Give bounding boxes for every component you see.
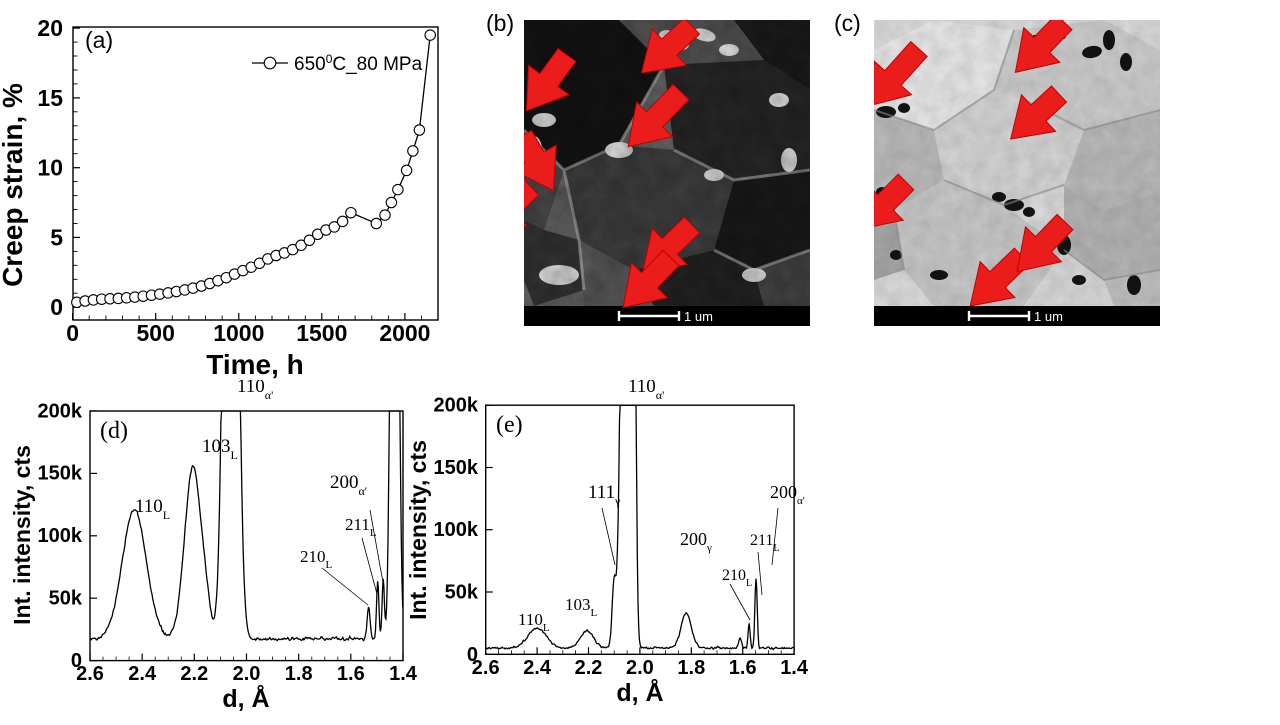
svg-text:10: 10 — [37, 155, 63, 181]
svg-text:1 um: 1 um — [684, 309, 713, 324]
svg-text:50k: 50k — [49, 588, 83, 610]
svg-text:0: 0 — [467, 644, 478, 666]
svg-text:1000: 1000 — [213, 320, 264, 346]
svg-text:0: 0 — [71, 650, 82, 672]
svg-text:111γ: 111γ — [588, 482, 621, 508]
svg-text:2.0: 2.0 — [233, 663, 261, 685]
svg-text:150k: 150k — [38, 463, 83, 485]
svg-text:150k: 150k — [434, 457, 479, 479]
svg-text:50k: 50k — [445, 582, 479, 604]
svg-text:200k: 200k — [38, 400, 83, 422]
svg-text:200k: 200k — [434, 395, 479, 417]
svg-text:1.6: 1.6 — [337, 663, 365, 685]
svg-text:1500: 1500 — [296, 320, 347, 346]
svg-text:2.2: 2.2 — [180, 663, 208, 685]
svg-text:110α': 110α' — [628, 380, 664, 402]
svg-text:d, Å: d, Å — [616, 678, 663, 707]
svg-text:1.8: 1.8 — [285, 663, 313, 685]
svg-text:2000: 2000 — [379, 320, 430, 346]
svg-text:2.0: 2.0 — [626, 657, 654, 679]
svg-text:100k: 100k — [38, 525, 83, 547]
svg-text:(d): (d) — [100, 418, 128, 444]
svg-text:110α': 110α' — [237, 380, 273, 402]
svg-text:(e): (e) — [496, 412, 523, 438]
svg-text:211L: 211L — [345, 515, 377, 539]
svg-text:110L: 110L — [135, 496, 170, 522]
svg-text:6500C_80 MPa: 6500C_80 MPa — [294, 52, 423, 75]
svg-text:103L: 103L — [565, 595, 598, 619]
svg-text:0: 0 — [66, 320, 79, 346]
svg-text:2.4: 2.4 — [523, 657, 552, 679]
svg-text:1.6: 1.6 — [729, 657, 757, 679]
svg-text:100k: 100k — [434, 519, 479, 541]
svg-text:1 um: 1 um — [1034, 309, 1063, 324]
svg-text:Creep strain, %: Creep strain, % — [0, 83, 28, 287]
svg-text:2.2: 2.2 — [575, 657, 603, 679]
svg-text:Time, h: Time, h — [206, 349, 304, 380]
svg-text:d, Å: d, Å — [222, 684, 269, 713]
svg-text:110L: 110L — [518, 610, 550, 634]
svg-text:210L: 210L — [722, 567, 752, 589]
svg-text:0: 0 — [50, 294, 63, 320]
svg-text:Int. intensity, cts: Int. intensity, cts — [405, 440, 431, 620]
svg-text:5: 5 — [50, 224, 63, 250]
svg-text:200α': 200α' — [330, 472, 367, 498]
svg-text:1.8: 1.8 — [677, 657, 705, 679]
svg-text:200γ: 200γ — [680, 529, 712, 554]
svg-text:2.4: 2.4 — [128, 663, 157, 685]
svg-text:1.4: 1.4 — [780, 657, 809, 679]
svg-text:210L: 210L — [300, 547, 333, 571]
svg-text:500: 500 — [137, 320, 175, 346]
svg-text:200α': 200α' — [770, 482, 805, 507]
svg-text:(a): (a) — [85, 27, 113, 53]
svg-text:Int. intensity, cts: Int. intensity, cts — [9, 445, 35, 625]
svg-text:20: 20 — [37, 15, 63, 41]
svg-text:15: 15 — [37, 85, 63, 111]
